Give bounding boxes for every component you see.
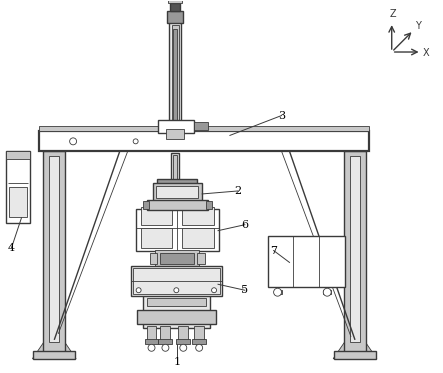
Text: X: X: [423, 48, 430, 58]
Bar: [194, 326, 204, 340]
Text: 4: 4: [8, 242, 15, 253]
Bar: [147, 200, 208, 210]
Bar: [136, 310, 216, 324]
Bar: [43, 151, 65, 352]
Polygon shape: [32, 327, 76, 359]
Bar: [344, 151, 366, 352]
Bar: [140, 207, 172, 225]
Circle shape: [70, 138, 77, 145]
Bar: [179, 326, 188, 340]
Bar: [173, 155, 177, 179]
Bar: [136, 209, 219, 251]
Bar: [39, 126, 369, 131]
Bar: [274, 290, 282, 294]
Bar: [131, 266, 222, 296]
Bar: [350, 156, 360, 342]
Bar: [182, 207, 214, 225]
Bar: [39, 131, 369, 151]
Bar: [194, 122, 208, 131]
Bar: [159, 119, 194, 134]
Bar: [172, 25, 179, 125]
Bar: [143, 295, 210, 328]
Text: 6: 6: [241, 220, 249, 230]
Text: 5: 5: [241, 285, 249, 295]
Circle shape: [133, 139, 138, 144]
Bar: [160, 253, 194, 264]
Bar: [197, 253, 205, 264]
Text: 1: 1: [174, 357, 181, 367]
Bar: [167, 11, 183, 23]
Bar: [155, 250, 199, 267]
Circle shape: [148, 344, 155, 351]
Bar: [157, 179, 197, 185]
Bar: [140, 228, 172, 248]
Text: Z: Z: [389, 9, 396, 19]
Bar: [171, 153, 179, 181]
Bar: [176, 339, 190, 344]
Circle shape: [180, 344, 187, 351]
Text: 2: 2: [234, 186, 241, 196]
Bar: [182, 228, 214, 248]
Bar: [159, 339, 172, 344]
Bar: [49, 156, 59, 342]
Bar: [132, 269, 220, 294]
Bar: [167, 129, 184, 140]
Bar: [150, 253, 157, 264]
Circle shape: [323, 288, 331, 296]
Bar: [6, 151, 31, 223]
Circle shape: [196, 344, 202, 351]
Bar: [147, 326, 156, 340]
Bar: [8, 187, 27, 217]
Polygon shape: [333, 327, 377, 359]
Text: 7: 7: [270, 245, 277, 256]
Bar: [152, 183, 202, 201]
Text: 3: 3: [278, 110, 285, 120]
Circle shape: [212, 288, 217, 293]
Bar: [160, 326, 171, 340]
Bar: [268, 236, 345, 287]
Bar: [169, 19, 181, 126]
Bar: [323, 290, 331, 294]
Bar: [192, 339, 206, 344]
Text: Y: Y: [415, 21, 420, 31]
Circle shape: [136, 288, 141, 293]
Bar: [147, 298, 206, 306]
Bar: [6, 151, 31, 159]
Bar: [33, 351, 75, 359]
Bar: [168, 0, 182, 3]
Bar: [156, 186, 198, 198]
Bar: [171, 3, 180, 11]
Circle shape: [162, 344, 169, 351]
Circle shape: [174, 288, 179, 293]
Circle shape: [274, 288, 282, 296]
Bar: [173, 29, 177, 122]
Bar: [206, 201, 212, 209]
Bar: [334, 351, 376, 359]
Bar: [143, 201, 148, 209]
Bar: [144, 339, 159, 344]
